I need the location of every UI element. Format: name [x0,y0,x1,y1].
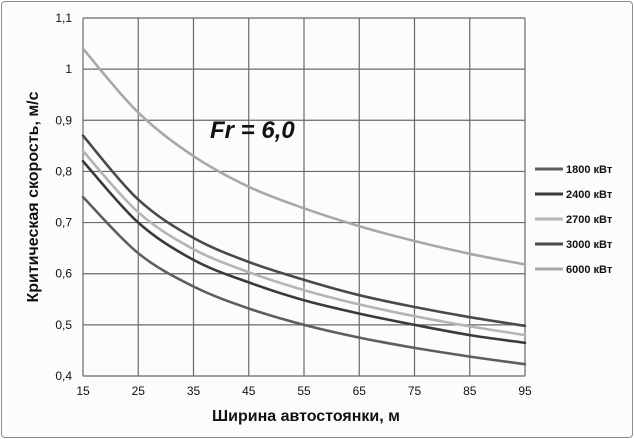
annotation-text: Fr = 6,0 [210,117,295,144]
x-tick-label: 35 [187,384,201,398]
legend-label: 2700 кВт [566,214,613,226]
x-tick-label: 15 [76,384,90,398]
legend-label: 6000 кВт [566,264,613,276]
legend-label: 2400 кВт [566,189,613,201]
series-line [81,47,527,266]
y-tick-label: 0,9 [55,113,72,127]
series-line [81,195,527,366]
y-tick-label: 0,6 [55,267,72,281]
y-axis-title: Критическая скорость, м/с [25,91,42,302]
x-tick-label: 55 [297,384,311,398]
gridlines [82,17,526,377]
series-line [81,149,527,337]
legend-label: 1800 кВт [566,164,613,176]
y-tick-label: 0,7 [55,216,72,230]
series-lines [81,47,527,366]
x-tick-label: 45 [242,384,256,398]
y-tick-label: 1 [65,62,72,76]
y-tick-label: 1,1 [55,11,72,25]
x-tick-label: 95 [518,384,532,398]
y-tick-label: 0,8 [55,164,72,178]
series-line [81,159,527,345]
x-axis-title: Ширина автостоянки, м [212,408,400,425]
x-tick-label: 25 [132,384,146,398]
x-tick-label: 85 [463,384,477,398]
x-tick-label: 75 [408,384,422,398]
y-tick-label: 0,5 [55,318,72,332]
x-tick-label: 65 [353,384,367,398]
y-tick-labels: 0,4 0,5 0,6 0,7 0,8 0,9 1 1,1 [55,11,72,383]
legend-label: 3000 кВт [566,239,613,251]
y-tick-label: 0,4 [55,369,72,383]
x-tick-labels: 15 25 35 45 55 65 75 85 95 [76,384,532,398]
series-line [81,134,527,328]
legend: 1800 кВт 2400 кВт 2700 кВт 3000 кВт 6000 кВт [535,164,613,276]
